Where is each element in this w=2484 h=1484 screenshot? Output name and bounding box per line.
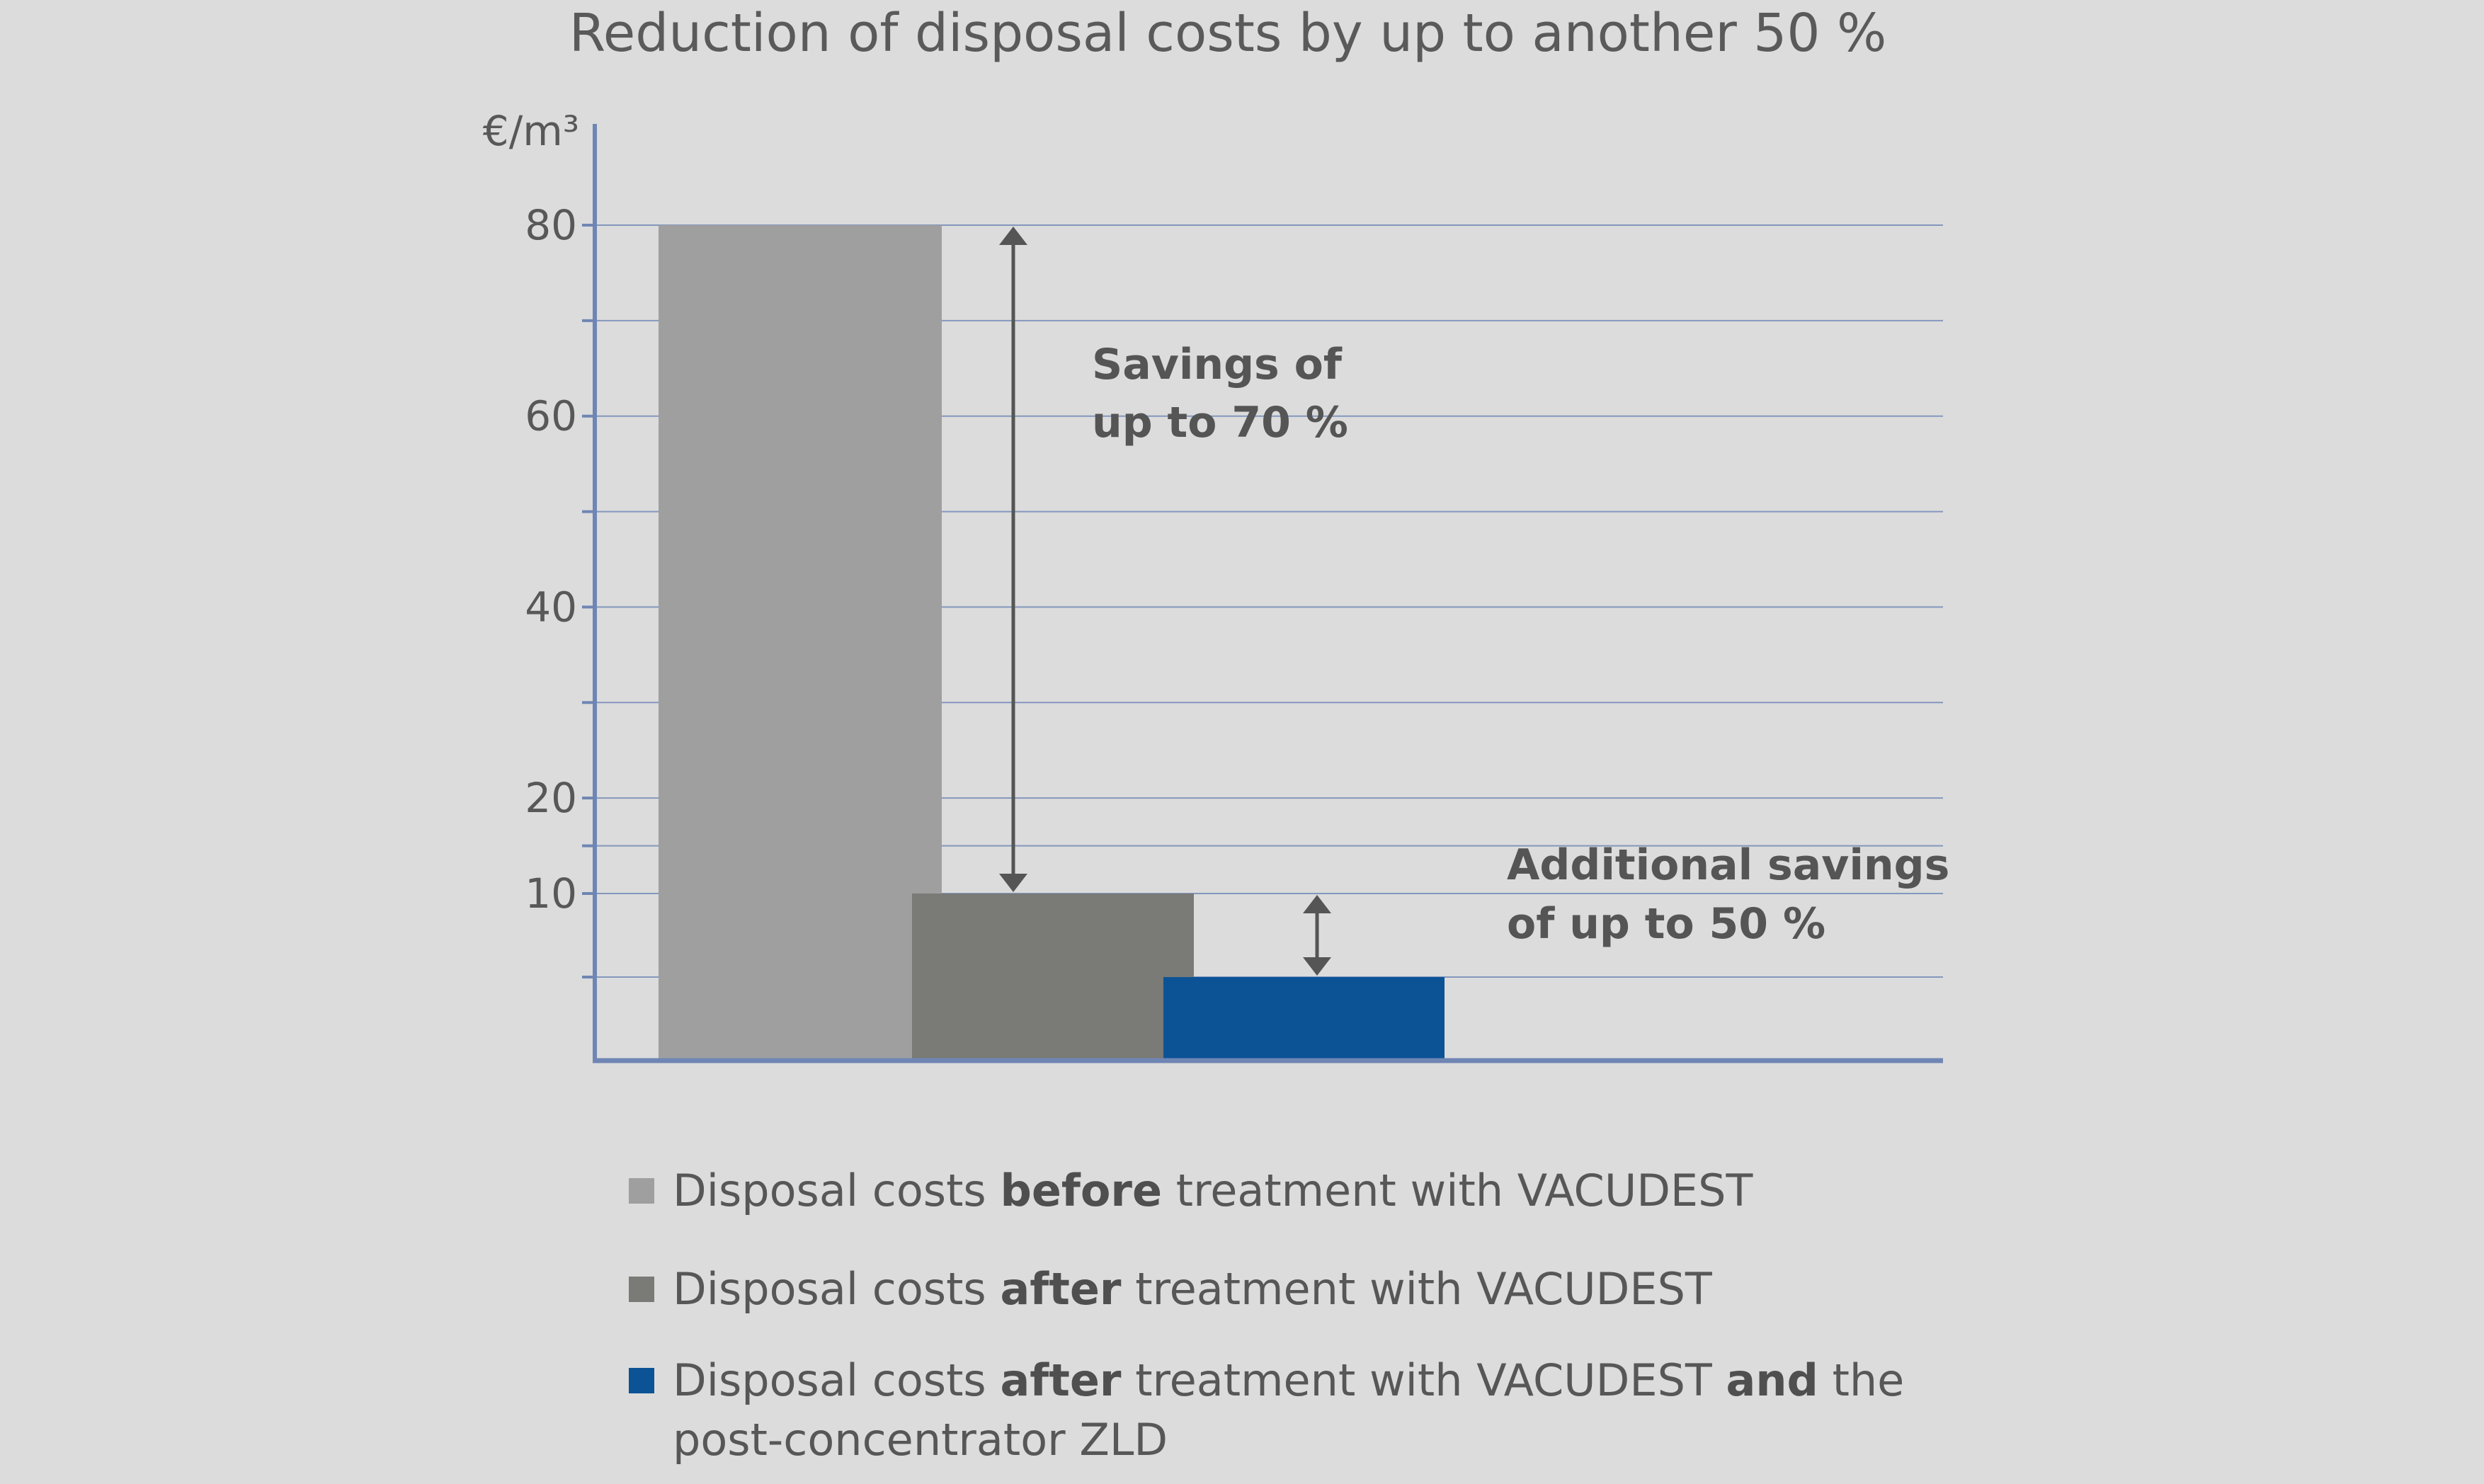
legend-swatch-after (629, 1277, 654, 1302)
legend-text-after-zld: Disposal costs after treatment with VACU… (673, 1354, 1905, 1466)
legend-swatch-before (629, 1178, 654, 1204)
y-tick-labels: 10 20 40 60 80 (525, 201, 577, 918)
arrow-head-bottom-0 (999, 874, 1027, 892)
y-tick-label-60: 60 (525, 392, 577, 440)
bar-2 (1163, 977, 1445, 1061)
bar-1 (912, 894, 1194, 1061)
legend-text-before: Disposal costs before treatment with VAC… (673, 1165, 1753, 1216)
y-tick-label-20: 20 (525, 774, 577, 822)
legend-swatch-after-zld (629, 1368, 654, 1393)
arrow-head-top-1 (1303, 895, 1331, 913)
annotation-savings-line1: Savings of (1092, 340, 1343, 389)
y-axis-unit-label: €/m³ (483, 107, 579, 155)
y-tick-label-10: 10 (525, 869, 577, 918)
y-tick-label-40: 40 (525, 583, 577, 631)
axes (582, 124, 1943, 1063)
annotations: Savings of up to 70 % Additional savings… (1092, 340, 1949, 949)
savings-arrows (999, 227, 1331, 976)
chart: Reduction of disposal costs by up to ano… (483, 3, 1949, 1063)
chart-title: Reduction of disposal costs by up to ano… (569, 3, 1887, 64)
arrow-head-bottom-1 (1303, 957, 1331, 976)
annotation-additional-line2: of up to 50 % (1507, 899, 1825, 949)
bar-0 (659, 225, 942, 1061)
annotation-savings-line2: up to 70 % (1092, 398, 1348, 447)
legend-text-after: Disposal costs after treatment with VACU… (673, 1263, 1712, 1315)
arrow-head-top-0 (999, 227, 1027, 245)
annotation-additional-line1: Additional savings (1507, 840, 1949, 890)
bars (659, 225, 1445, 1061)
y-tick-label-80: 80 (525, 201, 577, 249)
